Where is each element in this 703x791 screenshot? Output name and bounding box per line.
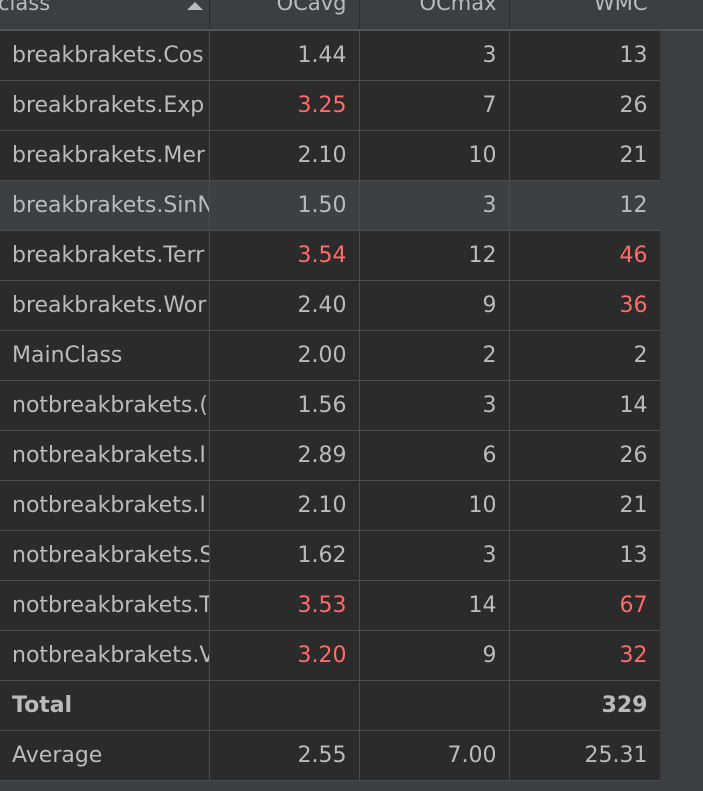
table-header: class OCavg OCmax WMC <box>0 0 661 31</box>
cell-ocavg: 2.10 <box>209 480 360 531</box>
cell-ocavg: 2.10 <box>209 130 360 181</box>
table-row[interactable]: notbreakbrakets.(1.56 3 14 <box>0 380 661 431</box>
cell-wmc: 14 <box>509 380 661 431</box>
cell-ocmax: 3 <box>359 380 510 431</box>
cell-class: notbreakbrakets.( <box>0 380 210 431</box>
total-ocavg <box>209 680 360 731</box>
cell-wmc: 26 <box>509 80 661 131</box>
cell-ocmax: 12 <box>359 230 510 281</box>
cell-ocavg: 3.54 <box>209 230 360 281</box>
cell-ocmax: 10 <box>359 130 510 181</box>
average-row[interactable]: Average 2.55 7.00 25.31 <box>0 730 661 781</box>
table-row[interactable]: notbreakbrakets.S 1.62 3 13 <box>0 530 661 581</box>
cell-class: breakbrakets.SinN <box>0 180 210 231</box>
cell-ocavg: 1.50 <box>209 180 360 231</box>
cell-ocmax: 3 <box>359 180 510 231</box>
cell-ocmax: 14 <box>359 580 510 631</box>
column-header-class[interactable]: class <box>0 0 210 31</box>
column-header-ocmax[interactable]: OCmax <box>359 0 510 31</box>
cell-class: breakbrakets.Terr <box>0 230 210 281</box>
table-row[interactable]: notbreakbrakets.T 3.53 14 67 <box>0 580 661 631</box>
table-body: breakbrakets.Cos 1.44 3 13 breakbrakets.Exp 3… <box>0 30 661 781</box>
sort-ascending-icon <box>186 2 203 10</box>
column-header-wmc[interactable]: WMC <box>509 0 661 31</box>
column-header-label: OCmax <box>419 0 497 15</box>
scroll-area-filler <box>660 31 703 791</box>
cell-wmc: 21 <box>509 130 661 181</box>
cell-ocavg: 1.44 <box>209 30 360 81</box>
cell-ocavg: 1.56 <box>209 380 360 431</box>
cell-ocmax: 7 <box>359 80 510 131</box>
cell-class: notbreakbrakets.T <box>0 580 210 631</box>
cell-wmc: 26 <box>509 430 661 481</box>
table-row[interactable]: breakbrakets.Cos 1.44 3 13 <box>0 30 661 81</box>
cell-class: notbreakbrakets.S <box>0 530 210 581</box>
cell-ocmax: 9 <box>359 630 510 681</box>
cell-wmc: 32 <box>509 630 661 681</box>
cell-ocavg: 2.00 <box>209 330 360 381</box>
cell-wmc: 12 <box>509 180 661 231</box>
total-wmc: 329 <box>509 680 661 731</box>
cell-class: breakbrakets.Exp <box>0 80 210 131</box>
table-row[interactable]: notbreakbrakets.I 2.10 10 21 <box>0 480 661 531</box>
cell-wmc: 36 <box>509 280 661 331</box>
cell-ocavg: 3.25 <box>209 80 360 131</box>
cell-ocmax: 2 <box>359 330 510 381</box>
total-row[interactable]: Total 329 <box>0 680 661 731</box>
table-row[interactable]: breakbrakets.Exp 3.25 7 26 <box>0 80 661 131</box>
average-ocavg: 2.55 <box>209 730 360 781</box>
average-wmc: 25.31 <box>509 730 661 781</box>
cell-class: breakbrakets.Wor <box>0 280 210 331</box>
average-label: Average <box>0 730 210 781</box>
cell-class: MainClass <box>0 330 210 381</box>
table-row[interactable]: breakbrakets.Terr 3.54 12 46 <box>0 230 661 281</box>
cell-wmc: 13 <box>509 30 661 81</box>
column-header-label: WMC <box>593 0 648 15</box>
cell-wmc: 21 <box>509 480 661 531</box>
column-header-label: class <box>0 0 51 15</box>
column-header-ocavg[interactable]: OCavg <box>209 0 360 31</box>
total-label: Total <box>0 680 210 731</box>
cell-ocmax: 3 <box>359 30 510 81</box>
cell-wmc: 2 <box>509 330 661 381</box>
header-filler <box>660 0 703 31</box>
cell-class: breakbrakets.Mer <box>0 130 210 181</box>
average-ocmax: 7.00 <box>359 730 510 781</box>
cell-class: notbreakbrakets.V <box>0 630 210 681</box>
cell-ocavg: 2.89 <box>209 430 360 481</box>
cell-ocmax: 10 <box>359 480 510 531</box>
cell-class: notbreakbrakets.I <box>0 430 210 481</box>
table-row[interactable]: notbreakbrakets.I 2.89 6 26 <box>0 430 661 481</box>
cell-class: notbreakbrakets.I <box>0 480 210 531</box>
cell-ocmax: 9 <box>359 280 510 331</box>
total-ocmax <box>359 680 510 731</box>
cell-ocavg: 2.40 <box>209 280 360 331</box>
table-row[interactable]: MainClass 2.00 2 2 <box>0 330 661 381</box>
cell-class: breakbrakets.Cos <box>0 30 210 81</box>
table-row[interactable]: breakbrakets.SinN 1.50 3 12 <box>0 180 661 231</box>
cell-ocavg: 3.20 <box>209 630 360 681</box>
cell-ocmax: 3 <box>359 530 510 581</box>
cell-wmc: 67 <box>509 580 661 631</box>
cell-ocavg: 1.62 <box>209 530 360 581</box>
metrics-table: class OCavg OCmax WMC breakbrakets.Cos 1.… <box>0 0 661 781</box>
cell-ocmax: 6 <box>359 430 510 481</box>
column-header-label: OCavg <box>276 0 347 15</box>
table-row[interactable]: breakbrakets.Wor 2.40 9 36 <box>0 280 661 331</box>
table-row[interactable]: breakbrakets.Mer 2.10 10 21 <box>0 130 661 181</box>
cell-wmc: 13 <box>509 530 661 581</box>
cell-ocavg: 3.53 <box>209 580 360 631</box>
cell-wmc: 46 <box>509 230 661 281</box>
table-row[interactable]: notbreakbrakets.V 3.20 9 32 <box>0 630 661 681</box>
